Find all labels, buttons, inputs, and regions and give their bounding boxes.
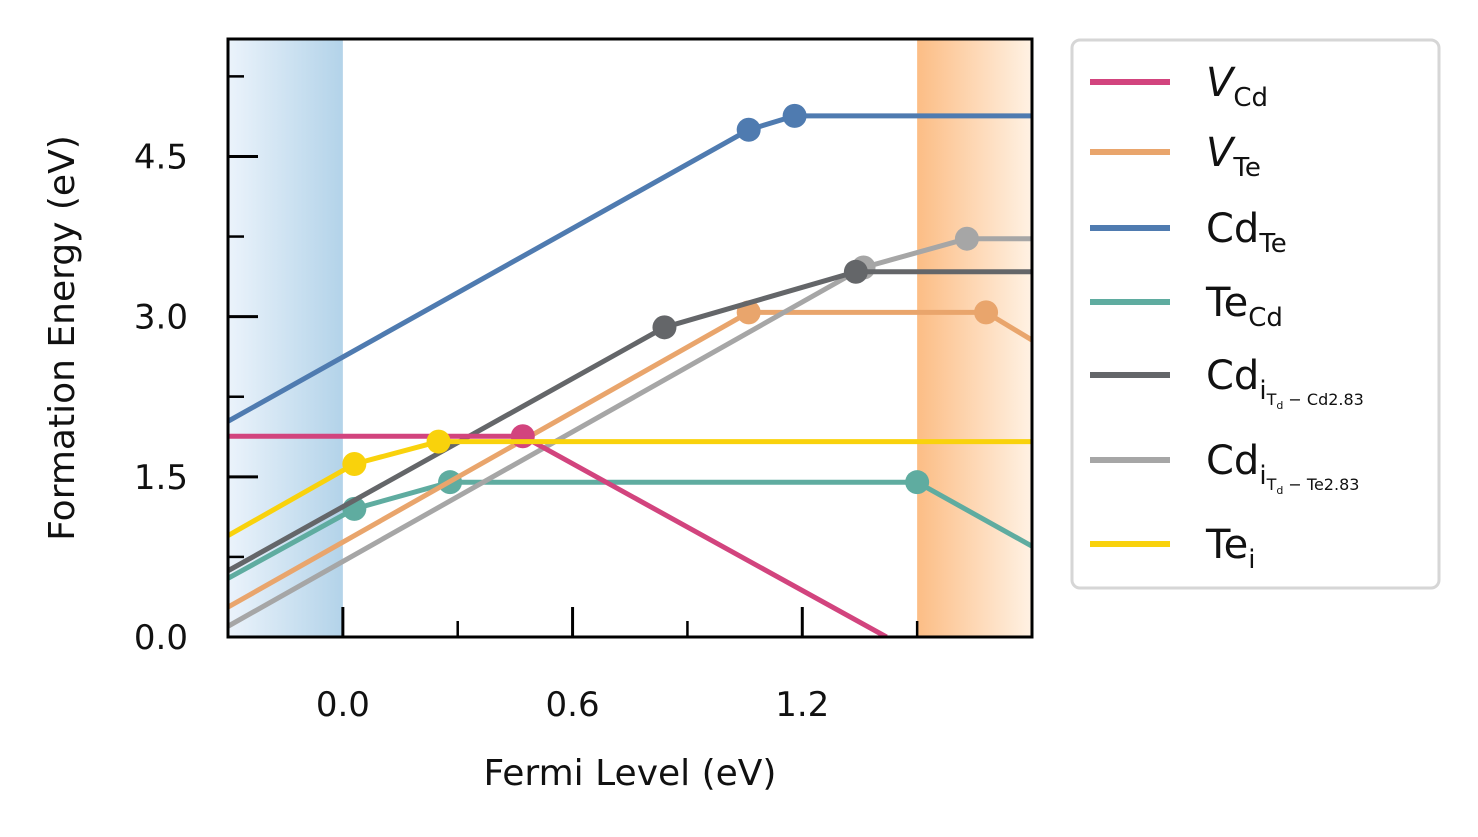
series-layer xyxy=(228,103,1032,637)
x-tick-label: 0.6 xyxy=(546,685,600,725)
y-tick-label: 3.0 xyxy=(134,298,188,338)
series-line-6 xyxy=(228,439,1032,538)
legend-label: CdiTd − Cd2.83 xyxy=(1206,353,1364,412)
y-axis-title: Formation Energy (eV) xyxy=(42,135,83,541)
series-line-3 xyxy=(228,236,1032,629)
legend-label: VCd xyxy=(1206,60,1268,113)
series-4-marker-1 xyxy=(843,259,868,284)
series-4-marker-0 xyxy=(652,315,677,340)
legend-label: VTe xyxy=(1206,130,1261,183)
legend-label: CdTe xyxy=(1206,206,1287,259)
y-tick-label: 1.5 xyxy=(134,458,188,498)
series-2-marker-1 xyxy=(974,300,999,325)
series-0-marker-0 xyxy=(736,117,761,142)
conduction-band-region xyxy=(917,39,1032,637)
legend-frame xyxy=(1070,38,1441,590)
legend-label: TeCd xyxy=(1205,280,1283,333)
series-0-marker-1 xyxy=(782,103,807,128)
band-regions xyxy=(228,39,1032,637)
series-6-marker-1 xyxy=(426,429,451,454)
legend-label: Tei xyxy=(1205,522,1255,575)
plot-frame xyxy=(226,37,1034,639)
series-line-2 xyxy=(228,309,1032,610)
series-1-marker-2 xyxy=(905,470,930,495)
axis-ticks: 0.0 0.6 1.2 0.0 1.5 3.0 4.5 xyxy=(134,75,919,725)
x-tick-label: 1.2 xyxy=(775,685,829,725)
series-line-4 xyxy=(228,269,1032,573)
y-tick-label: 4.5 xyxy=(134,137,188,177)
x-tick-label: 0.0 xyxy=(316,685,370,725)
legend-label: CdiTd − Te2.83 xyxy=(1206,438,1359,497)
series-3-marker-1 xyxy=(954,226,979,251)
series-5-marker-0 xyxy=(510,424,535,449)
x-axis-title: Fermi Level (eV) xyxy=(484,753,777,794)
series-line-0 xyxy=(228,113,1032,424)
legend: VCd VTe CdTe TeCd CdiTd − Cd2.83 CdiTd − Te2.… xyxy=(1070,38,1441,590)
series-6-marker-0 xyxy=(342,452,367,477)
y-tick-label: 0.0 xyxy=(134,618,188,658)
